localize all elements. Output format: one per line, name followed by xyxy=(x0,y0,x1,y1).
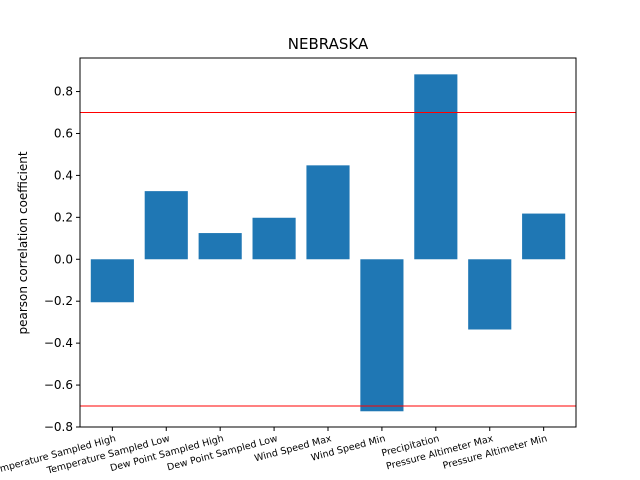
bar-temperature-sampled-high xyxy=(90,259,134,303)
chart-title: NEBRASKA xyxy=(288,35,369,53)
y-tick-label: 0.2 xyxy=(54,210,73,224)
y-axis-label: pearson correlation coefficient xyxy=(16,151,30,334)
y-tick-label: 0.0 xyxy=(54,252,73,266)
bar-temperature-sampled-low xyxy=(144,191,188,260)
bar-wind-speed-min xyxy=(360,259,404,412)
y-tick-label: −0.8 xyxy=(44,420,73,434)
y-tick-label: 0.8 xyxy=(54,85,73,99)
plot-frame xyxy=(79,57,577,428)
bar-pressure-altimeter-min xyxy=(522,213,566,260)
bar-precipitation xyxy=(414,74,458,260)
bar-dew-point-sampled-low xyxy=(252,217,296,260)
y-tick-label: −0.4 xyxy=(44,336,73,350)
y-tick-label: −0.6 xyxy=(44,378,73,392)
y-tick-label: −0.2 xyxy=(44,294,73,308)
y-tick-label: 0.6 xyxy=(54,126,73,140)
bar-pressure-altimeter-max xyxy=(468,259,512,330)
bars-group xyxy=(90,74,566,412)
y-axis-ticks: −0.8 −0.6 −0.4 −0.2 0.0 0.2 0.4 0.6 0.8 xyxy=(44,85,80,434)
reference-lines xyxy=(80,112,576,407)
y-tick-label: 0.4 xyxy=(54,168,73,182)
bar-wind-speed-max xyxy=(306,165,350,260)
bar-dew-point-sampled-high xyxy=(198,233,242,260)
